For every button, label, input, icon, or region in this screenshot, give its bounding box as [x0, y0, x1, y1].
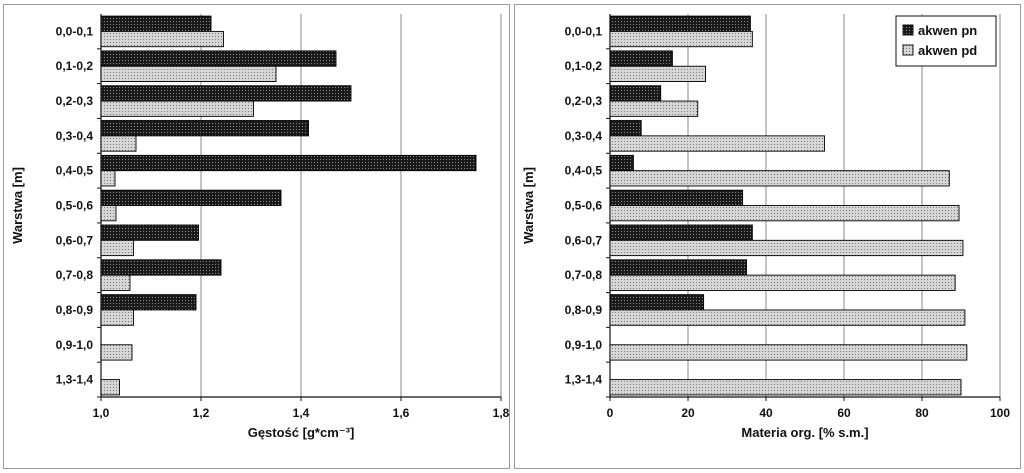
bar-pd-0,8-0,9 — [609, 309, 966, 326]
x-tick-label: 20 — [681, 406, 695, 420]
density-chart: 0,0-0,1 0,1-0,2 0,2-0,3 0,3-0,4 0,4-0,5 0,5-0… — [10, 14, 509, 440]
bar-pd-0,0-0,1 — [609, 30, 753, 48]
bar-pd-0,0-0,1 — [100, 30, 224, 48]
y-tick-label: 0,9-1,0 — [56, 338, 94, 352]
x-tick-label: 60 — [837, 406, 851, 420]
x-axis-title: Materia org. [% s.m.] — [741, 425, 868, 440]
bar-pn-0,2-0,3 — [609, 85, 662, 102]
x-tick-label: 0 — [607, 406, 614, 420]
y-tick-label: 0,7-0,8 — [56, 268, 94, 282]
bar-pn-0,2-0,3 — [100, 85, 352, 102]
bar-pd-0,9-1,0 — [100, 344, 133, 361]
density-chart-panel: 0,0-0,1 0,1-0,2 0,2-0,3 0,3-0,4 0,4-0,5 0,5-0… — [3, 4, 510, 469]
y-tick-label: 0,4-0,5 — [56, 164, 94, 178]
y-tick-label: 0,7-0,8 — [565, 268, 603, 282]
bar-pn-0,7-0,8 — [609, 259, 747, 276]
y-tick-label: 0,0-0,1 — [56, 24, 94, 38]
bar-pd-0,7-0,8 — [100, 274, 131, 291]
x-tick-label: 1,8 — [493, 406, 509, 420]
bar-pd-0,2-0,3 — [100, 100, 254, 117]
bar-pn-0,6-0,7 — [100, 224, 199, 241]
bar-pd-0,3-0,4 — [100, 135, 137, 152]
y-tick-label: 0,8-0,9 — [565, 303, 603, 317]
y-tick-label: 0,6-0,7 — [56, 233, 94, 247]
x-tick-label: 1,2 — [193, 406, 210, 420]
bar-pd-0,5-0,6 — [100, 205, 117, 222]
bar-pn-0,3-0,4 — [609, 120, 642, 137]
y-tick-label: 1,3-1,4 — [56, 373, 94, 387]
y-tick-label: 0,2-0,3 — [56, 94, 94, 108]
bar-pd-0,3-0,4 — [609, 135, 825, 152]
bar-pd-0,6-0,7 — [100, 239, 134, 257]
bar-pd-0,5-0,6 — [609, 205, 960, 222]
bar-pd-0,6-0,7 — [609, 239, 964, 257]
bar-pd-0,1-0,2 — [100, 65, 277, 82]
legend-swatch-pn — [902, 24, 914, 36]
bar-pn-0,3-0,4 — [100, 120, 309, 137]
legend-box — [895, 15, 997, 67]
bar-pn-0,0-0,1 — [609, 15, 751, 32]
x-axis-title: Gęstość [g*cm⁻³] — [248, 425, 355, 440]
bar-pn-0,7-0,8 — [100, 259, 222, 276]
y-tick-label: 0,5-0,6 — [565, 199, 603, 213]
y-axis-title: Warstwa [m] — [521, 167, 536, 244]
y-tick-label: 0,6-0,7 — [565, 233, 603, 247]
bar-pd-0,1-0,2 — [609, 65, 707, 82]
y-tick-label: 0,3-0,4 — [56, 129, 94, 143]
legend-label: akwen pd — [918, 43, 977, 58]
y-tick-label: 0,1-0,2 — [56, 59, 94, 73]
x-tick-label: 100 — [990, 406, 1010, 420]
bar-pd-0,7-0,8 — [609, 274, 956, 291]
bar-pn-0,8-0,9 — [609, 294, 705, 311]
y-tick-label: 1,3-1,4 — [565, 373, 603, 387]
x-tick-label: 1,0 — [93, 406, 110, 420]
y-tick-label: 0,2-0,3 — [565, 94, 603, 108]
bar-pn-0,5-0,6 — [100, 189, 282, 206]
bar-pn-0,8-0,9 — [100, 294, 197, 311]
y-tick-label: 0,8-0,9 — [56, 303, 94, 317]
bar-pn-0,1-0,2 — [609, 50, 673, 67]
legend-swatch-pd — [902, 44, 914, 56]
y-axis-title: Warstwa [m] — [10, 167, 25, 244]
legend-label: akwen pn — [918, 23, 977, 38]
y-tick-label: 0,1-0,2 — [565, 59, 603, 73]
bar-pn-0,1-0,2 — [100, 50, 337, 67]
y-tick-label: 0,4-0,5 — [565, 164, 603, 178]
bar-pd-1,3-1,4 — [100, 379, 120, 396]
y-tick-label: 0,9-1,0 — [565, 338, 603, 352]
bar-pn-0,5-0,6 — [609, 189, 744, 206]
bar-pn-0,6-0,7 — [609, 224, 753, 241]
x-tick-label: 1,4 — [293, 406, 310, 420]
bar-pd-1,3-1,4 — [609, 379, 962, 396]
bar-pd-0,2-0,3 — [609, 100, 699, 117]
bar-pd-0,8-0,9 — [100, 309, 134, 326]
bar-pd-0,9-1,0 — [609, 344, 968, 361]
y-tick-label: 0,5-0,6 — [56, 199, 94, 213]
legend: akwen pn akwen pd — [895, 15, 997, 67]
x-tick-label: 1,6 — [393, 406, 410, 420]
y-tick-label: 0,0-0,1 — [565, 24, 603, 38]
bar-pn-0,4-0,5 — [100, 154, 477, 172]
y-tick-label: 0,3-0,4 — [565, 129, 603, 143]
x-tick-label: 80 — [915, 406, 929, 420]
bar-pn-0,4-0,5 — [609, 154, 634, 172]
x-tick-label: 40 — [759, 406, 773, 420]
organic-matter-chart: 0,0-0,1 0,1-0,2 0,2-0,3 0,3-0,4 0,4-0,5 0,5-0… — [521, 14, 1010, 440]
bar-pd-0,4-0,5 — [100, 170, 116, 187]
bar-pd-0,4-0,5 — [609, 170, 950, 187]
organic-matter-chart-panel: 0,0-0,1 0,1-0,2 0,2-0,3 0,3-0,4 0,4-0,5 0,5-0… — [514, 4, 1021, 469]
bar-pn-0,0-0,1 — [100, 15, 212, 32]
